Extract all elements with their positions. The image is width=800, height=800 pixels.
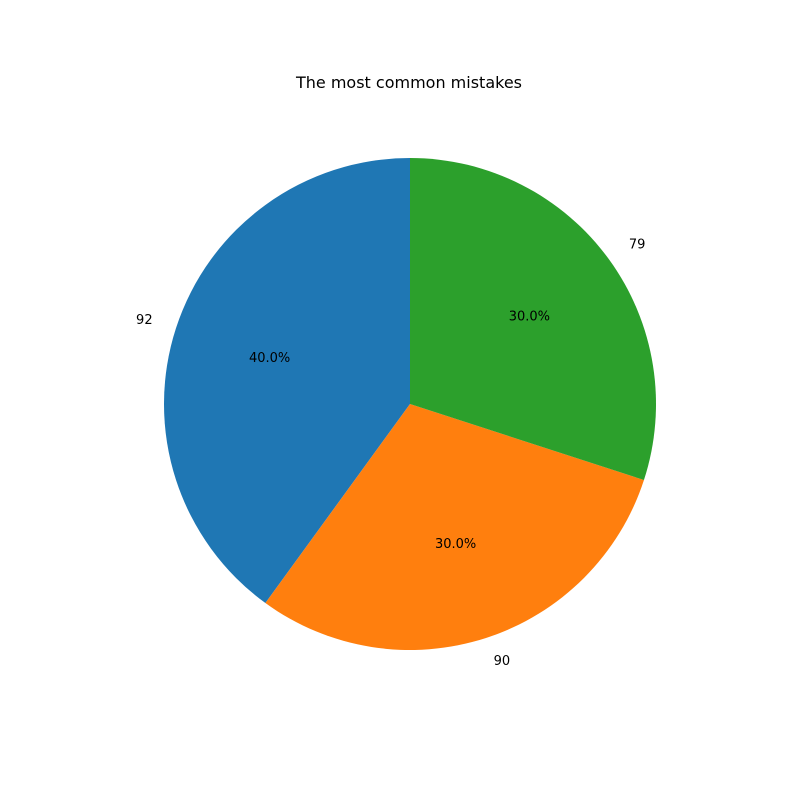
slice-label-79: 79	[629, 237, 646, 252]
slice-label-90: 90	[494, 654, 511, 669]
pie-slice-92	[163, 157, 410, 604]
pie-slice-79	[410, 158, 657, 481]
slice-percent-label-79: 30.0%	[509, 310, 550, 325]
labels-layer: 92 40.0% 90 30.0% 79 30.0%	[136, 237, 645, 669]
slice-percent-label-92: 40.0%	[249, 351, 290, 366]
slice-label-92: 92	[136, 313, 153, 328]
slice-percent-label-90: 30.0%	[435, 537, 476, 552]
pie-slice-90	[265, 404, 644, 651]
chart-title: The most common mistakes	[295, 73, 522, 92]
slices-layer	[163, 157, 657, 651]
